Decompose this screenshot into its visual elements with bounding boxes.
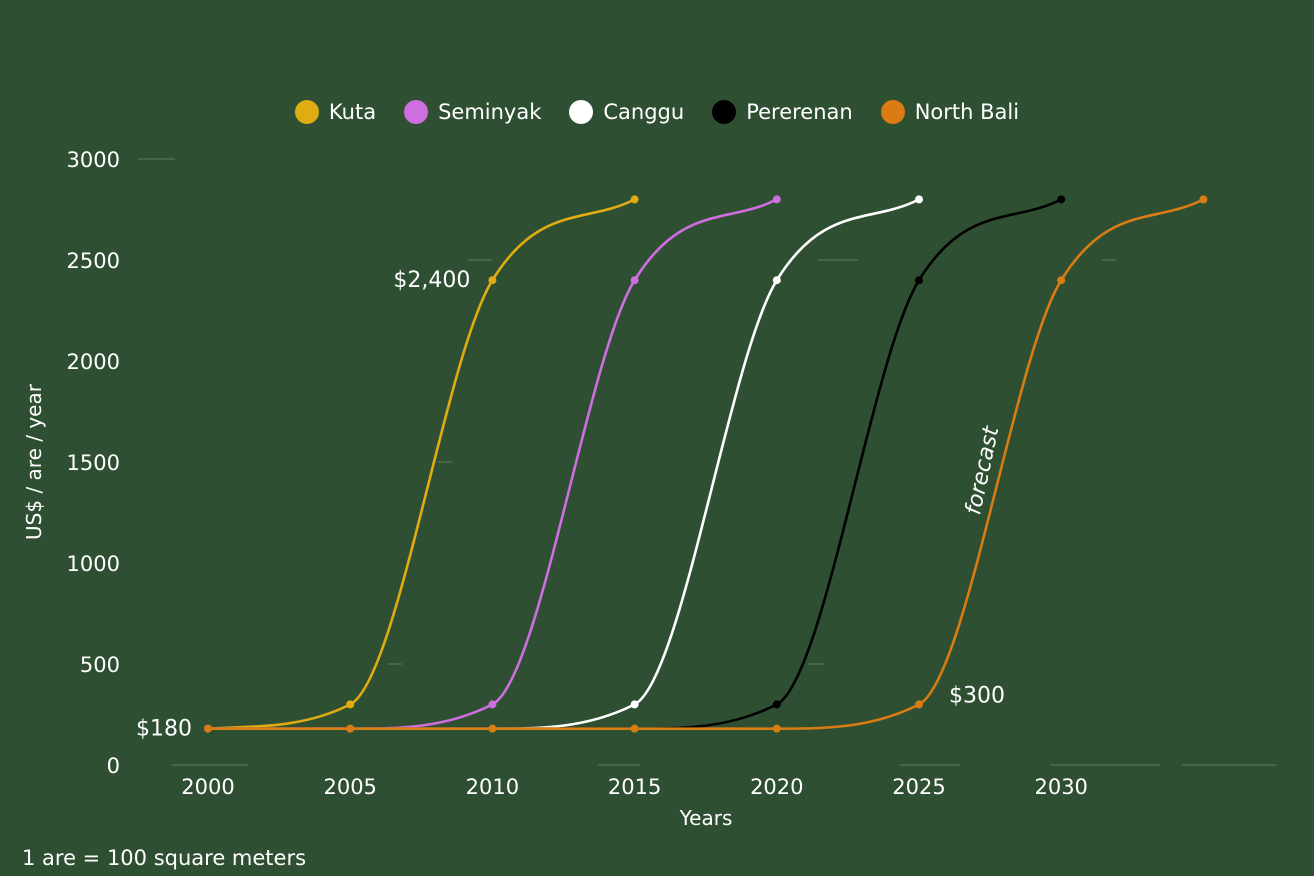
legend-swatch [712,100,737,124]
footnote: 1 are = 100 square meters [22,846,307,870]
legend-label: Canggu [603,100,685,124]
data-point-north-bali [204,724,212,733]
data-point-north-bali [772,724,781,733]
legend-item-north-bali: North Bali [880,100,1020,124]
x-tick-label: 2025 [892,775,945,799]
data-point-pererenan [1057,195,1066,204]
annotation-label: $2,400 [393,268,470,293]
annotation-label: $300 [949,683,1005,708]
series-line-kuta [206,198,636,730]
data-point-kuta [346,700,355,709]
data-point-canggu [772,276,781,285]
series-line-canggu [206,198,921,730]
data-point-north-bali [488,724,497,733]
legend-item-seminyak: Seminyak [404,100,541,124]
y-tick-label: 1500 [67,451,120,475]
y-tick-label: 1000 [67,552,120,576]
series-line-north-bali [206,198,1205,730]
x-tick-label: 2010 [466,775,519,799]
data-point-canggu [915,195,923,204]
data-point-seminyak [772,195,781,204]
x-tick-label: 2030 [1034,775,1087,799]
data-point-north-bali [1199,195,1208,204]
legend-swatch [404,100,429,124]
data-point-kuta [630,195,639,204]
data-point-pererenan [915,276,923,285]
legend-swatch [294,100,319,124]
data-point-kuta [488,276,497,285]
legend-item-canggu: Canggu [569,100,684,124]
x-tick-label: 2000 [181,775,234,799]
legend-label: Seminyak [438,100,542,124]
annotation-label: $180 [136,717,192,742]
x-tick-label: 2005 [323,775,376,799]
legend-label: Pererenan [746,100,853,124]
data-point-pererenan [772,700,781,709]
legend-swatch [880,100,905,124]
y-tick-label: 3000 [67,148,120,172]
chart-legend: Kuta Seminyak Canggu Pererenan North Bali [0,100,1314,124]
x-tick-label: 2015 [608,775,661,799]
annotation-label: forecast [961,423,1004,517]
data-point-north-bali [1057,276,1066,285]
data-point-north-bali [346,724,355,733]
data-point-seminyak [488,700,497,709]
y-axis-title: US$ / are / year [22,383,46,540]
legend-item-kuta: Kuta [294,100,377,124]
y-tick-label: 500 [80,653,120,677]
data-point-seminyak [630,276,639,285]
y-tick-label: 2500 [67,249,120,273]
legend-swatch [569,100,594,124]
legend-label: North Bali [914,100,1020,124]
legend-item-pererenan: Pererenan [712,100,853,124]
y-tick-label: 0 [107,754,120,778]
data-point-canggu [630,700,639,709]
data-point-north-bali [630,724,639,733]
data-point-north-bali [915,700,923,709]
x-tick-label: 2020 [750,775,803,799]
legend-label: Kuta [328,100,377,124]
x-axis-title: Years [679,806,733,830]
y-tick-label: 2000 [67,350,120,374]
